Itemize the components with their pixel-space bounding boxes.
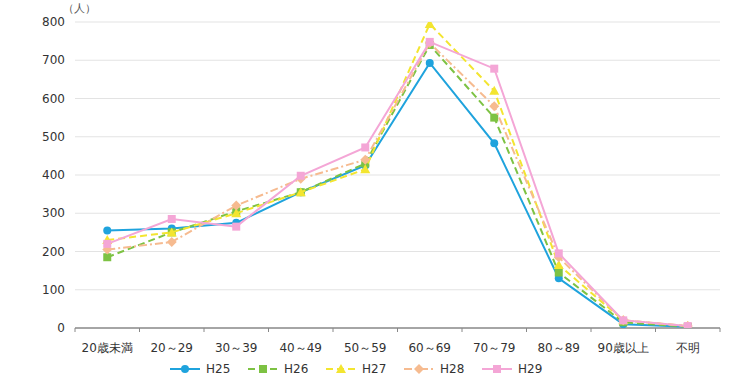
y-tick-label: 500 [42,130,65,144]
chart: 0 100 200 300 400 500 600 700 800（人） 20歳未満 20～29 30… [0,0,750,377]
x-tick [462,328,463,332]
point [683,321,693,328]
point [555,269,563,277]
y-axis-label: （人） [63,2,96,15]
point [426,59,434,67]
point [683,321,693,328]
point [297,172,305,180]
x-tick [526,328,527,332]
x-tick [268,328,269,332]
point [489,101,499,111]
point [490,139,498,147]
point [360,164,370,173]
grid-line [75,22,720,23]
point [555,249,563,257]
x-tick-label: 40～49 [279,341,322,355]
point [168,215,176,223]
point [296,187,306,196]
legend-marker [336,364,346,373]
grid-line [75,289,720,290]
grid-line [75,60,720,61]
grid-line [75,175,720,176]
series-line [107,42,688,326]
x-tick-label: 30～39 [215,341,258,355]
point [232,223,240,231]
point [231,201,241,211]
x-tick-label: 90歳以上 [598,341,649,355]
y-tick-label: 400 [42,168,65,182]
legend: H25 H26 H27 H28 H29 [170,362,542,376]
point [684,322,692,328]
point [167,227,177,236]
y-tick-label: 600 [42,92,65,106]
point [684,323,692,328]
legend-marker [181,365,189,373]
x-tick-label: 20～29 [150,341,193,355]
legend-marker [493,365,501,373]
x-tick [75,328,76,332]
grid-line [75,251,720,252]
point [426,38,434,46]
x-tick-label: 80～89 [537,341,580,355]
plot-area [102,22,693,328]
x-tick [204,328,205,332]
x-tick [333,328,334,332]
legend-label: H29 [518,362,542,376]
point [167,237,177,247]
y-tick-label: 100 [42,283,65,297]
y-tick-label: 0 [57,321,65,335]
legend-label: H27 [362,362,386,376]
series-line [107,45,688,327]
x-tick [591,328,592,332]
series-line [107,24,688,326]
legend-marker [414,364,424,374]
point [619,316,627,324]
x-tick-label: 70～79 [473,341,516,355]
point [103,226,111,234]
point [103,240,111,248]
y-tick-label: 200 [42,245,65,259]
point [361,143,369,151]
point [489,86,499,95]
x-tick-label: 50～59 [344,341,387,355]
legend-label: H28 [440,362,464,376]
legend-marker [259,365,267,373]
x-tick [139,328,140,332]
point [684,323,692,328]
legend-label: H25 [206,362,230,376]
x-tick-label: 20歳未満 [82,341,133,355]
y-tick-label: 800 [42,15,65,29]
grid-line [75,213,720,214]
point [490,65,498,73]
point [425,22,435,28]
y-tick-label: 700 [42,53,65,67]
x-tick [397,328,398,332]
point [360,155,370,165]
x-tick [720,328,721,332]
grid-line [75,136,720,137]
y-tick-label: 300 [42,206,65,220]
point [618,315,628,325]
series-line [107,43,688,326]
x-tick-label: 60～69 [408,341,451,355]
point [618,315,628,324]
x-tick [655,328,656,332]
legend-label: H26 [284,362,308,376]
x-tick-label: 不明 [676,341,700,355]
